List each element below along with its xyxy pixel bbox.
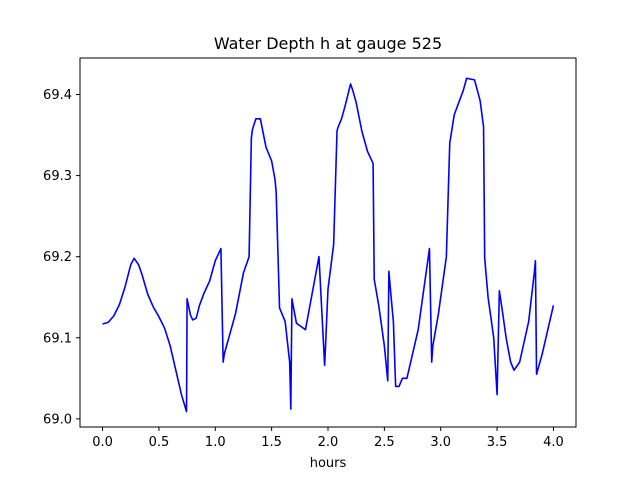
x-tick-label: 0.0 — [92, 435, 113, 450]
series-layer — [102, 77, 555, 413]
y-tick-label: 69.0 — [43, 412, 72, 427]
y-tick-label: 69.1 — [43, 331, 72, 346]
water-depth-line — [102, 77, 555, 413]
y-axis-ticks: 69.0 69.1 69.2 69.3 69.4 — [43, 88, 80, 427]
plot-area — [79, 57, 577, 428]
chart-title: Water Depth h at gauge 525 — [214, 34, 442, 53]
y-tick-label: 69.3 — [43, 169, 72, 184]
x-axis-label: hours — [310, 456, 347, 471]
x-tick-label: 3.0 — [430, 435, 451, 450]
x-tick-label: 1.5 — [261, 435, 282, 450]
x-axis-ticks: 0.0 0.5 1.0 1.5 2.0 2.5 3.0 3.5 4.0 — [92, 427, 564, 450]
x-tick-label: 3.5 — [487, 435, 508, 450]
x-tick-label: 0.5 — [149, 435, 170, 450]
x-tick-label: 2.0 — [318, 435, 339, 450]
y-tick-label: 69.4 — [43, 88, 72, 103]
y-tick-label: 69.2 — [43, 250, 72, 265]
x-tick-label: 2.5 — [374, 435, 395, 450]
x-tick-label: 1.0 — [205, 435, 226, 450]
x-tick-label: 4.0 — [543, 435, 564, 450]
